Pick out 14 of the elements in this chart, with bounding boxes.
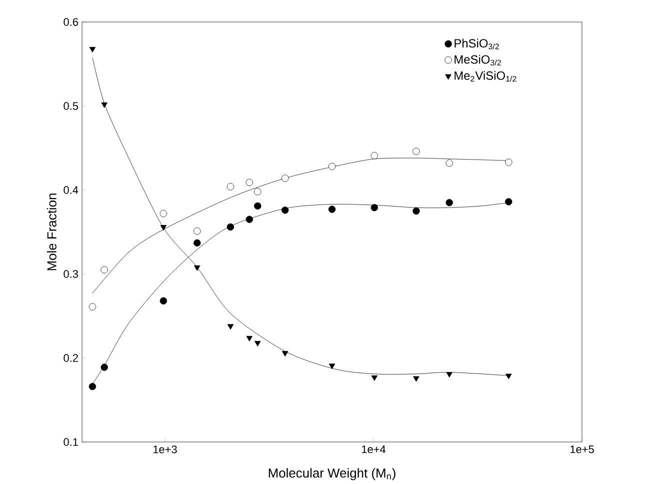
y-tick-label: 0.2 (64, 354, 78, 362)
x-axis-title: Molecular Weight (M$_{n}$) (268, 468, 396, 480)
x-tick-label: 1e+5 (570, 446, 594, 454)
y-tick-label: 0.6 (64, 18, 78, 26)
y-tick-label: 0.3 (64, 270, 78, 278)
y-axis-title: Mole Fraction (46, 194, 56, 270)
legend-label: PhSiO$_{3/2}$ (454, 39, 499, 50)
y-tick-label: 0.5 (64, 102, 78, 110)
legend-label: Me$_{2}$ViSiO$_{1/2}$ (454, 71, 516, 82)
y-tick-label: 0.1 (64, 438, 78, 446)
x-tick-label: 1e+4 (362, 446, 386, 454)
x-tick-label: 1e+3 (153, 446, 177, 454)
y-tick-label: 0.4 (64, 186, 78, 194)
legend-label: MeSiO$_{3/2}$ (454, 55, 501, 66)
